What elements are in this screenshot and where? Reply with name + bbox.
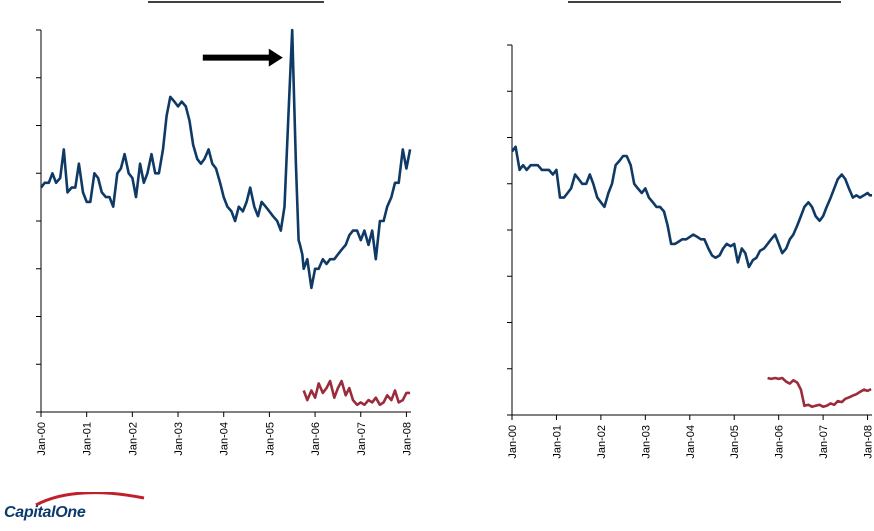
x-tick-label: Jan-04 (685, 425, 697, 459)
x-tick-label: Jan-03 (173, 422, 185, 456)
chart-1: Jan-00 Jan-01 Jan-02 Jan-03 Jan-04 Jan-05 Jan-… (36, 28, 413, 456)
series-line-primary (39, 28, 412, 290)
series-line-primary (510, 145, 872, 269)
x-tick-label: Jan-07 (818, 425, 830, 459)
x-tick-label: Jan-03 (640, 425, 652, 459)
x-tick-label: Jan-06 (310, 422, 322, 456)
x-tick-label: Jan-08 (863, 425, 874, 459)
x-tick-label: Jan-02 (596, 425, 608, 459)
x-tick-label: Jan-05 (264, 422, 276, 456)
x-tick-label: Jan-04 (219, 422, 231, 456)
chart-2: Jan-00 Jan-01 Jan-02 Jan-03 Jan-04 Jan-05 Jan-… (507, 44, 874, 459)
x-tick-label: Jan-02 (127, 422, 139, 456)
capital-one-logo: CapitalOne (4, 492, 145, 528)
logo-swoosh-icon (35, 492, 145, 506)
x-tick-label: Jan-00 (36, 422, 48, 456)
x-tick-label: Jan-00 (507, 425, 519, 459)
x-tick-label: Jan-07 (356, 422, 368, 456)
series-line-secondary (302, 379, 411, 407)
x-tick-label: Jan-05 (729, 425, 741, 459)
x-tick-label: Jan-01 (82, 422, 94, 456)
x-tick-label: Jan-08 (401, 422, 413, 456)
arrow-right-icon (202, 48, 283, 67)
x-tick-label: Jan-06 (774, 425, 786, 459)
logo-text: CapitalOne (4, 504, 86, 521)
series-line-secondary (767, 376, 872, 409)
x-tick-label: Jan-01 (551, 425, 563, 459)
